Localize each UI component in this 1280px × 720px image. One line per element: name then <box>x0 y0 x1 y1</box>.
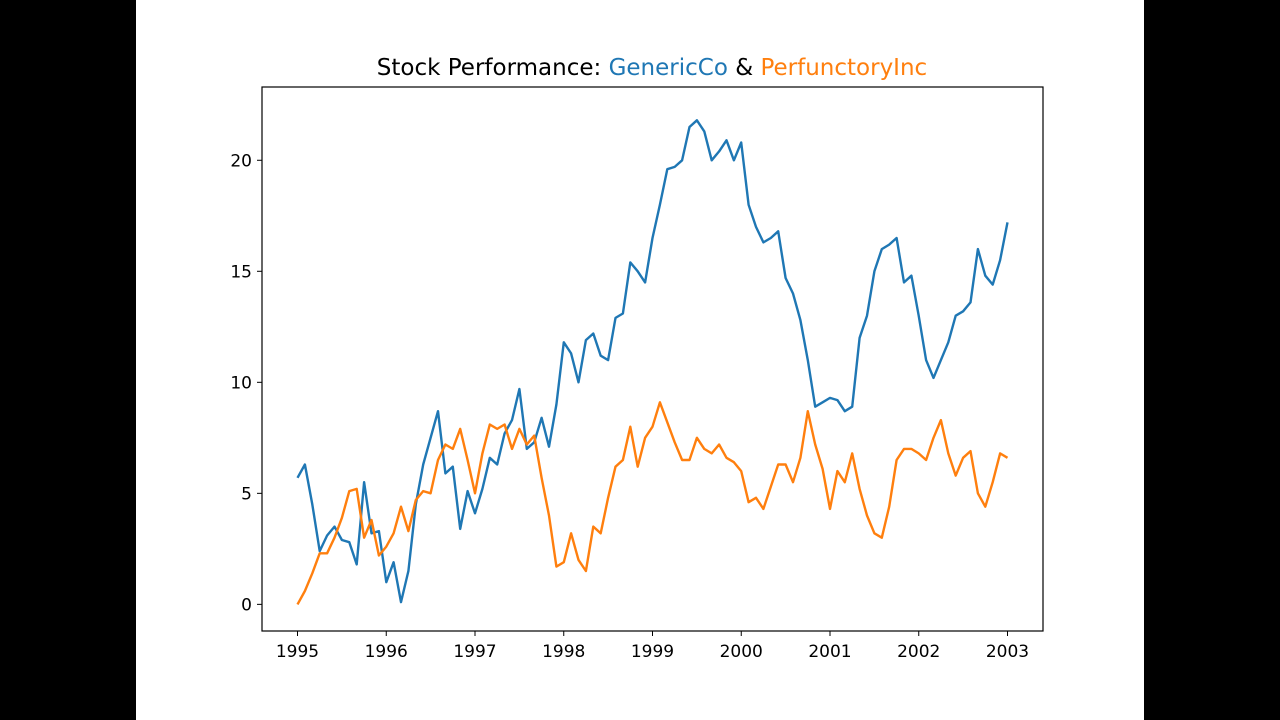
title-series-b: PerfunctoryInc <box>760 55 927 81</box>
y-tick-label: 15 <box>230 262 252 282</box>
series-line-perfunctoryinc <box>296 401 1009 605</box>
x-tick-label: 1997 <box>453 642 496 662</box>
x-tick-label: 2001 <box>808 642 851 662</box>
y-tick-label: 20 <box>230 151 252 171</box>
x-tick-label: 1998 <box>542 642 585 662</box>
title-prefix: Stock Performance: <box>377 55 609 81</box>
x-tick-label: 2003 <box>986 642 1029 662</box>
series-layer <box>296 119 1009 605</box>
y-axis: 0 5 10 15 20 <box>230 151 262 615</box>
title-joiner: & <box>728 55 761 81</box>
x-tick-label: 2002 <box>897 642 940 662</box>
x-tick-label: 1999 <box>631 642 674 662</box>
figure-canvas: Stock Performance: GenericCo & Perfuncto… <box>136 0 1144 720</box>
series-line-genericco <box>296 119 1009 604</box>
chart-title: Stock Performance: GenericCo & Perfuncto… <box>377 55 927 81</box>
x-tick-label: 1995 <box>276 642 319 662</box>
line-chart: Stock Performance: GenericCo & Perfuncto… <box>230 55 1044 662</box>
y-tick-label: 10 <box>230 373 252 393</box>
x-tick-label: 2000 <box>720 642 763 662</box>
y-tick-label: 5 <box>241 484 252 504</box>
title-series-a: GenericCo <box>609 55 728 81</box>
x-axis: 1995 1996 1997 1998 1999 2000 2001 2002 2003 <box>276 631 1029 662</box>
y-tick-label: 0 <box>241 595 252 615</box>
x-tick-label: 1996 <box>365 642 408 662</box>
